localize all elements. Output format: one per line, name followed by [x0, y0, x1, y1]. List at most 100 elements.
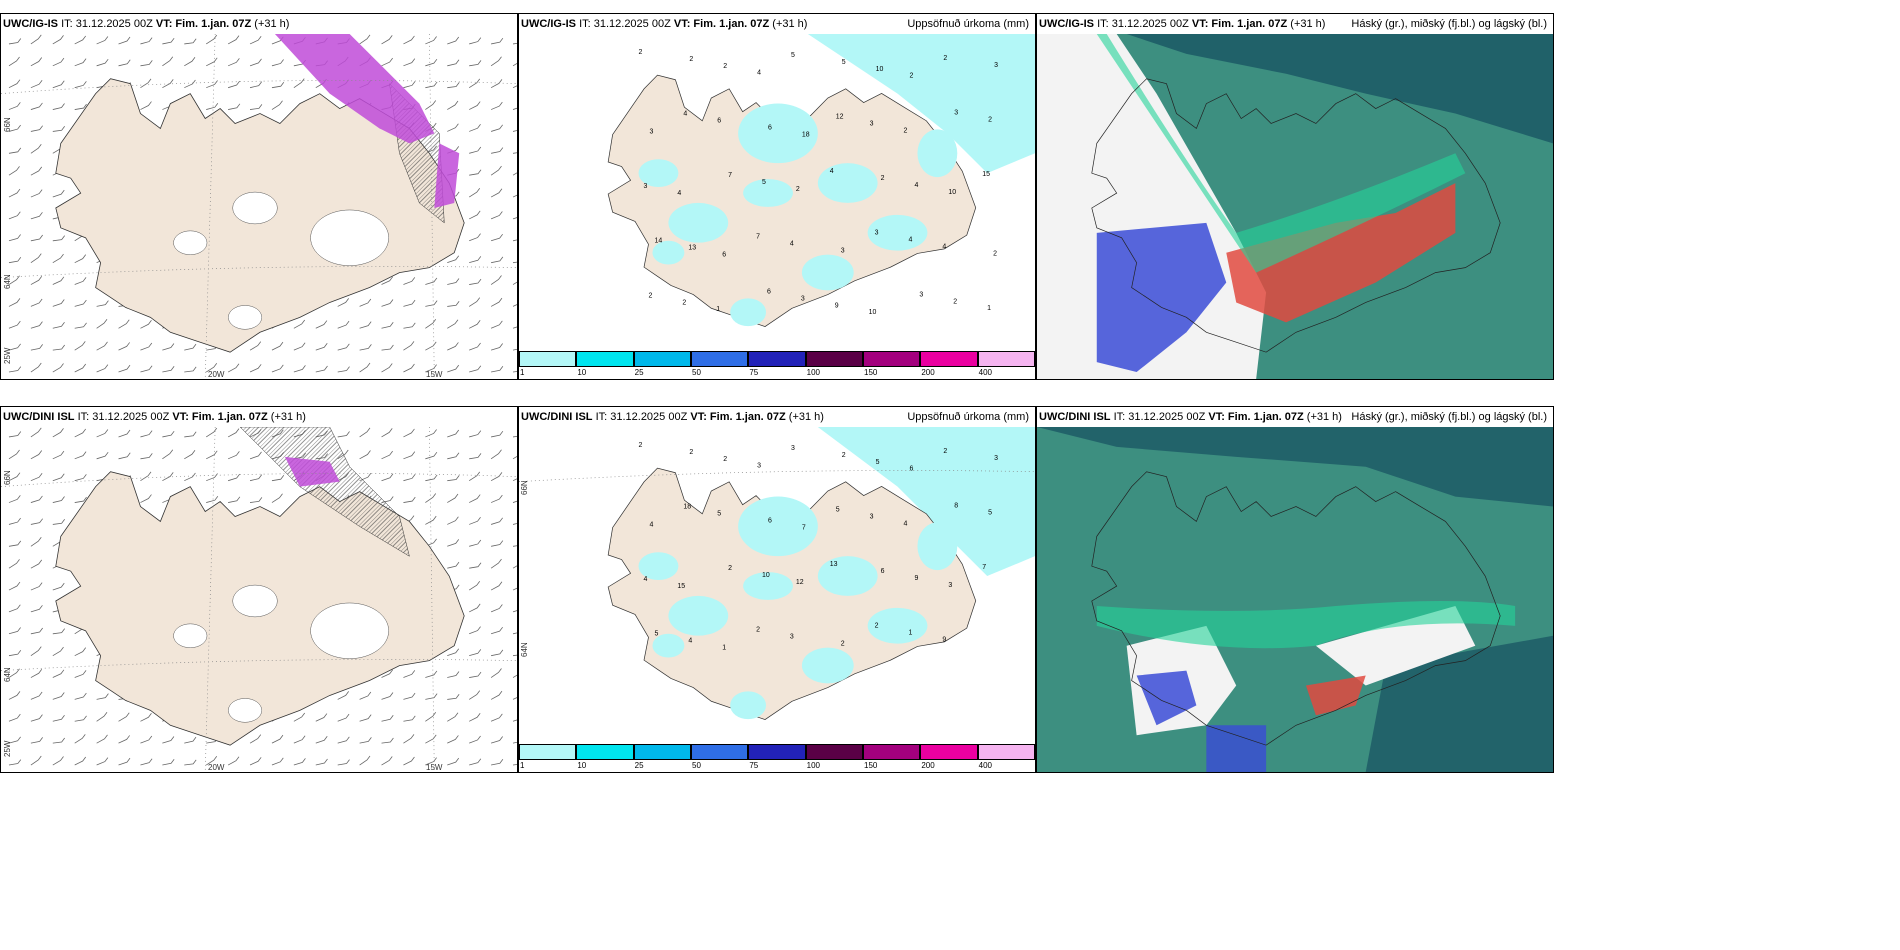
wind-barb — [8, 343, 21, 351]
wind-barb — [469, 713, 481, 722]
wind-barb — [184, 79, 196, 89]
wind-barb — [8, 668, 20, 678]
precip-value: 2 — [943, 55, 947, 62]
wind-barb — [512, 43, 517, 45]
cloud-map-svg — [1037, 34, 1553, 379]
wind-barb — [337, 713, 350, 722]
wind-barb — [228, 473, 240, 482]
colorbar-tick: 50 — [692, 368, 701, 377]
wind-barb — [118, 319, 130, 329]
model-name: UWC/DINI ISL — [1039, 411, 1111, 423]
wind-barb — [52, 715, 65, 722]
wind-barb — [52, 692, 65, 700]
wind-barb — [228, 80, 240, 89]
precip-value: 5 — [876, 459, 880, 466]
wind-barb — [184, 343, 197, 351]
precip-value: 4 — [914, 182, 918, 189]
precip-value: 2 — [796, 186, 800, 193]
precip-value: 5 — [791, 52, 795, 59]
wind-barb — [30, 253, 42, 264]
wind-barb — [30, 669, 43, 678]
precip-value: 6 — [881, 568, 885, 575]
wind-barb — [403, 692, 416, 700]
wind-map-svg — [1, 427, 517, 772]
colorbar-tick: 10 — [577, 368, 587, 377]
panel-header: UWC/DINI ISL IT: 31.12.2025 00Z VT: Fim.… — [1037, 407, 1553, 427]
panel-wind-dini: UWC/DINI ISL IT: 31.12.2025 00Z VT: Fim.… — [0, 406, 518, 773]
wind-barb — [469, 626, 481, 635]
wind-barb — [381, 276, 393, 285]
colorbar-tick: 1 — [520, 761, 525, 770]
wind-barb — [74, 756, 87, 766]
wind-barb — [96, 693, 109, 700]
wind-barb — [271, 341, 284, 351]
wind-barb — [271, 493, 283, 503]
glacier-2 — [310, 602, 389, 659]
wind-barb — [512, 107, 517, 110]
precip-value: 2 — [728, 565, 732, 572]
wind-barb — [140, 60, 153, 67]
wind-barb — [74, 341, 86, 351]
wind-barb — [490, 494, 503, 503]
colorbar-tick: 400 — [978, 761, 993, 770]
precip-value: 4 — [790, 241, 794, 248]
iceland-land — [607, 467, 977, 720]
wind-barb — [491, 430, 504, 438]
panel-header: UWC/DINI ISL IT: 31.12.2025 00Z VT: Fim.… — [1, 407, 517, 427]
wind-barb — [118, 452, 131, 460]
wind-barb — [30, 537, 42, 547]
precip-value: 2 — [756, 627, 760, 634]
colorbar-swatch — [977, 351, 1035, 367]
wind-barb — [490, 343, 503, 351]
panel-clouds-dini: UWC/DINI ISL IT: 31.12.2025 00Z VT: Fim.… — [1036, 406, 1554, 773]
init-time: IT: 31.12.2025 00Z — [579, 18, 671, 30]
wind-barb — [52, 299, 65, 307]
wind-barb — [425, 670, 438, 678]
wind-barb — [293, 735, 306, 744]
wind-barb — [512, 654, 517, 657]
wind-barb — [491, 759, 504, 766]
wind-barb — [359, 714, 372, 722]
wind-barb — [140, 494, 152, 503]
wind-barb — [447, 452, 460, 460]
wind-barb — [271, 59, 284, 67]
wind-barb — [227, 35, 240, 45]
colorbar-swatch — [633, 351, 691, 367]
wind-barb — [468, 581, 481, 591]
init-time: IT: 31.12.2025 00Z — [77, 411, 170, 423]
wind-barb — [469, 146, 482, 154]
wind-barb — [512, 500, 517, 503]
wind-barb — [403, 756, 415, 766]
wind-barb — [491, 649, 504, 657]
wind-barb — [140, 78, 152, 89]
wind-barb — [512, 456, 517, 460]
precip-value: 6 — [768, 517, 772, 524]
wind-barb — [74, 647, 87, 657]
wind-barb — [52, 669, 65, 678]
wind-barb — [403, 428, 415, 438]
wind-barb — [491, 256, 504, 264]
wind-barb — [162, 736, 175, 744]
wind-barb — [8, 604, 21, 613]
wind-barb — [381, 692, 394, 700]
wind-barb — [425, 757, 437, 766]
wind-barb — [447, 319, 459, 329]
glacier-1 — [232, 191, 278, 225]
wind-barb — [469, 101, 481, 110]
precip-value: 5 — [836, 506, 840, 513]
cloud-low-blue — [1136, 670, 1197, 726]
precip-value: 10 — [948, 189, 956, 196]
wind-barb — [491, 366, 504, 373]
wind-barb — [249, 341, 262, 351]
wind-barb — [425, 277, 438, 285]
wind-barb — [512, 304, 517, 307]
wind-barb — [74, 103, 87, 110]
wind-barb — [162, 449, 174, 460]
wind-barb — [512, 239, 517, 242]
wind-barb — [184, 736, 197, 744]
wind-barb — [359, 427, 371, 438]
wind-barb — [469, 210, 481, 220]
precip-value: 6 — [717, 117, 721, 124]
wind-barb — [469, 671, 482, 678]
wind-barb — [512, 326, 517, 329]
